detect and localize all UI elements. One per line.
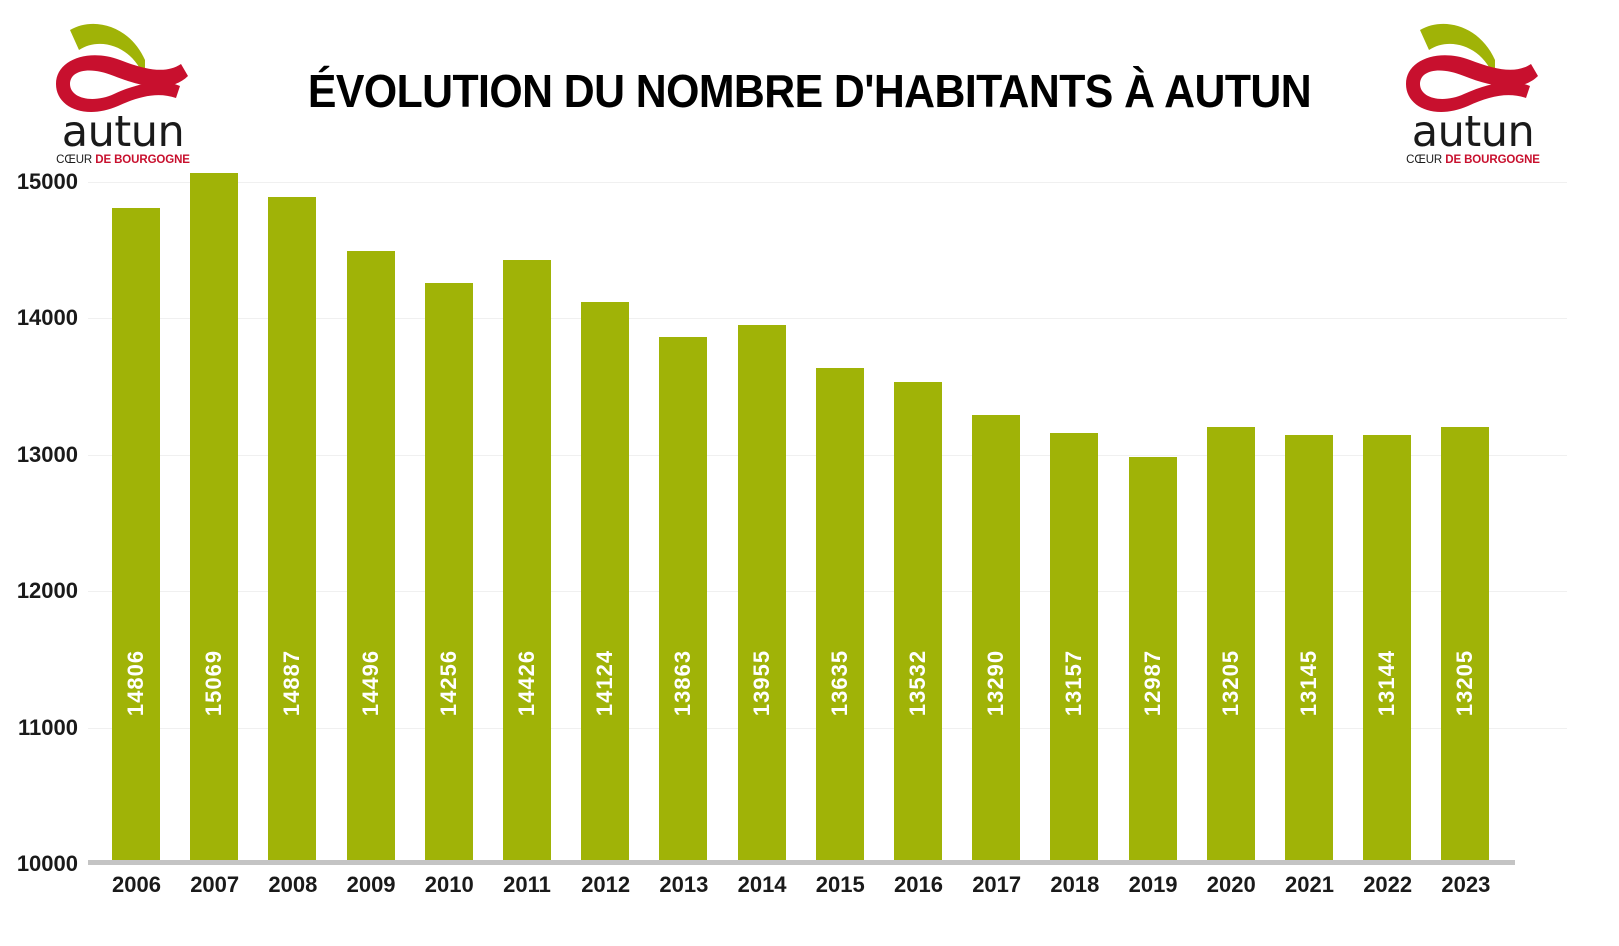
tagline-bourgogne: DE BOURGOGNE — [95, 153, 190, 166]
bar[interactable]: 14806 — [112, 208, 160, 864]
bar[interactable]: 13144 — [1363, 435, 1412, 864]
x-axis-tick-label: 2010 — [424, 872, 474, 897]
x-axis-tick-label: 2009 — [346, 872, 396, 897]
bar[interactable]: 14256 — [424, 283, 473, 864]
bar-value-label: 14426 — [514, 649, 539, 717]
tagline-coeur: CŒUR — [56, 153, 96, 166]
bar-value-label: 13635 — [826, 649, 852, 717]
x-axis: 2006 2007 2008 2009 2010 2011 2012 2013 2014 2015… — [88, 872, 1567, 922]
x-axis-tick-label: 2019 — [1128, 872, 1178, 897]
bar[interactable]: 13205 — [1206, 426, 1255, 864]
x-axis-tick-label: 2018 — [1050, 872, 1100, 897]
page-title: ÉVOLUTION DU NOMBRE D'HABITANTS À AUTUN — [307, 65, 1312, 117]
bar-value-label: 13157 — [1061, 649, 1087, 717]
tagline-coeur: CŒUR — [1406, 153, 1446, 166]
bar-chart: 15000 14000 13000 12000 11000 10000 14806 1506… — [0, 169, 1619, 946]
bar[interactable]: 12987 — [1128, 456, 1177, 864]
autun-logo-tagline: CŒUR DE BOURGOGNE — [48, 154, 198, 166]
chart-header: autun CŒUR DE BOURGOGNE ÉVOLUTION DU NOM… — [0, 0, 1619, 182]
bar[interactable]: 13205 — [1441, 426, 1490, 864]
y-axis-tick-label: 15000 — [16, 169, 78, 194]
x-axis-tick-label: 2006 — [112, 872, 161, 897]
y-axis-tick-label: 10000 — [16, 851, 78, 876]
bar[interactable]: 13532 — [894, 382, 942, 864]
bar-value-label: 13205 — [1452, 649, 1478, 717]
bar-value-label: 13863 — [670, 649, 696, 717]
y-axis-tick-label: 12000 — [16, 578, 78, 604]
autun-logo-mark-icon — [1398, 12, 1548, 116]
bar-value-label: 13144 — [1374, 649, 1400, 717]
plot-area: 14806 15069 14887 14496 14256 14426 14124 13863… — [88, 172, 1567, 864]
x-axis-tick-label: 2021 — [1285, 872, 1334, 897]
bar-series: 14806 15069 14887 14496 14256 14426 14124 13863… — [88, 172, 1567, 864]
x-axis-tick-label: 2013 — [659, 872, 709, 897]
bar-value-label: 14887 — [279, 649, 305, 717]
autun-logo-mark-icon — [48, 12, 198, 116]
y-axis-tick-label: 11000 — [18, 714, 78, 740]
autun-logo-wordmark: autun — [61, 107, 185, 157]
bar-value-label: 12987 — [1139, 649, 1165, 717]
autun-logo-tagline: CŒUR DE BOURGOGNE — [1398, 154, 1548, 166]
bar-value-label: 13532 — [905, 649, 930, 717]
bar-value-label: 13290 — [983, 649, 1009, 717]
x-axis-tick-label: 2017 — [972, 872, 1022, 897]
autun-logo-right: autun CŒUR DE BOURGOGNE — [1398, 12, 1548, 172]
bar[interactable]: 13157 — [1050, 433, 1099, 864]
x-axis-tick-label: 2015 — [815, 872, 865, 897]
bar[interactable]: 13635 — [815, 368, 864, 864]
tagline-bourgogne: DE BOURGOGNE — [1445, 153, 1540, 166]
bar[interactable]: 13290 — [972, 415, 1021, 864]
autun-logo-wordmark: autun — [1411, 107, 1535, 157]
x-axis-tick-label: 2023 — [1441, 872, 1491, 897]
bar-value-label: 14806 — [123, 649, 148, 717]
bar-value-label: 13955 — [748, 649, 774, 717]
x-axis-tick-label: 2022 — [1363, 872, 1413, 897]
bar[interactable]: 13145 — [1285, 435, 1333, 864]
x-axis-tick-label: 2007 — [190, 872, 240, 897]
x-axis-tick-label: 2020 — [1206, 872, 1256, 897]
x-axis-tick-label: 2014 — [737, 872, 787, 897]
bar-value-label: 15069 — [201, 649, 227, 717]
bar[interactable]: 14426 — [503, 260, 551, 864]
bar[interactable]: 15069 — [190, 172, 239, 864]
x-axis-tick-label: 2008 — [268, 872, 318, 897]
y-axis-tick-label: 14000 — [16, 305, 78, 331]
bar-value-label: 14496 — [357, 649, 383, 717]
autun-logo-left: autun CŒUR DE BOURGOGNE — [48, 12, 198, 172]
y-axis: 15000 14000 13000 12000 11000 10000 — [0, 169, 88, 876]
bar[interactable]: 14887 — [268, 197, 317, 864]
bar-value-label: 13145 — [1296, 649, 1321, 717]
x-axis-tick-label: 2016 — [894, 872, 943, 897]
gridline — [88, 318, 1567, 320]
bar[interactable]: 14124 — [581, 301, 630, 864]
bar[interactable]: 13863 — [659, 337, 708, 864]
bar-value-label: 13205 — [1217, 649, 1243, 717]
bar[interactable]: 13955 — [737, 324, 786, 864]
x-axis-line — [88, 860, 1515, 865]
bar[interactable]: 14496 — [346, 250, 395, 864]
gridline — [88, 182, 1567, 183]
y-axis-tick-label: 13000 — [16, 441, 78, 467]
bar-value-label: 14256 — [435, 649, 461, 717]
bar-value-label: 14124 — [592, 649, 618, 717]
x-axis-tick-label: 2011 — [503, 872, 551, 897]
x-axis-tick-label: 2012 — [581, 872, 631, 897]
